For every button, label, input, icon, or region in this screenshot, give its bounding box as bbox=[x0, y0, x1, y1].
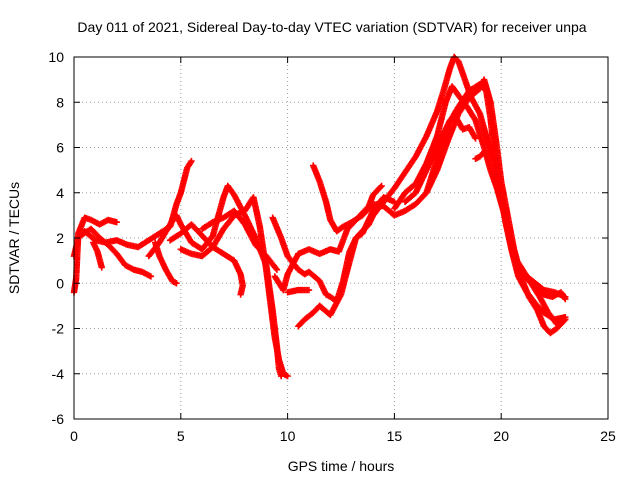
y-tick-label: 0 bbox=[56, 275, 64, 291]
y-tick-label: -4 bbox=[52, 366, 65, 382]
data-points bbox=[70, 53, 569, 380]
series-4 bbox=[90, 239, 105, 271]
series-8 bbox=[177, 243, 246, 298]
x-axis-label: GPS time / hours bbox=[288, 458, 395, 474]
y-tick-label: 8 bbox=[56, 94, 64, 110]
y-tick-label: -6 bbox=[52, 411, 65, 427]
data-point bbox=[284, 372, 291, 380]
data-point bbox=[237, 291, 244, 298]
y-axis-ticks: -6 -4 -2 0 2 4 6 8 10 bbox=[48, 49, 608, 427]
y-tick-label: 6 bbox=[56, 140, 64, 156]
y-tick-label: 4 bbox=[56, 185, 64, 201]
data-point bbox=[562, 316, 569, 323]
data-point bbox=[378, 182, 385, 190]
data-point bbox=[305, 286, 313, 294]
chart-title: Day 011 of 2021, Sidereal Day-to-day VTE… bbox=[77, 19, 586, 35]
data-point bbox=[562, 293, 569, 301]
series-20 bbox=[510, 252, 569, 328]
x-tick-label: 20 bbox=[493, 428, 509, 444]
series-9 bbox=[198, 207, 281, 273]
data-point bbox=[98, 264, 105, 271]
series-3 bbox=[77, 225, 155, 280]
series-5 bbox=[151, 239, 180, 287]
series-2 bbox=[70, 157, 195, 260]
x-tick-label: 25 bbox=[600, 428, 616, 444]
series-13 bbox=[295, 198, 383, 330]
y-tick-label: 10 bbox=[48, 49, 64, 65]
data-point bbox=[113, 218, 120, 226]
series-10 bbox=[284, 286, 313, 296]
data-point bbox=[480, 148, 488, 156]
x-tick-label: 15 bbox=[387, 428, 403, 444]
data-point bbox=[377, 183, 384, 191]
x-axis-ticks: 0 5 10 15 20 25 bbox=[70, 57, 616, 444]
y-axis-label: SDTVAR / TECUs bbox=[6, 182, 22, 294]
y-tick-label: 2 bbox=[56, 230, 64, 246]
y-tick-label: -2 bbox=[52, 321, 65, 337]
data-point bbox=[273, 266, 281, 273]
series-6 bbox=[145, 182, 285, 380]
data-point bbox=[188, 157, 195, 165]
data-point bbox=[173, 280, 180, 287]
data-point bbox=[147, 273, 155, 280]
data-point bbox=[479, 149, 487, 157]
series-19 bbox=[472, 148, 488, 163]
x-tick-label: 10 bbox=[280, 428, 296, 444]
x-tick-label: 5 bbox=[177, 428, 185, 444]
data-point bbox=[472, 135, 479, 142]
data-point bbox=[272, 265, 280, 272]
x-tick-label: 0 bbox=[70, 428, 78, 444]
series-7 bbox=[166, 194, 291, 380]
